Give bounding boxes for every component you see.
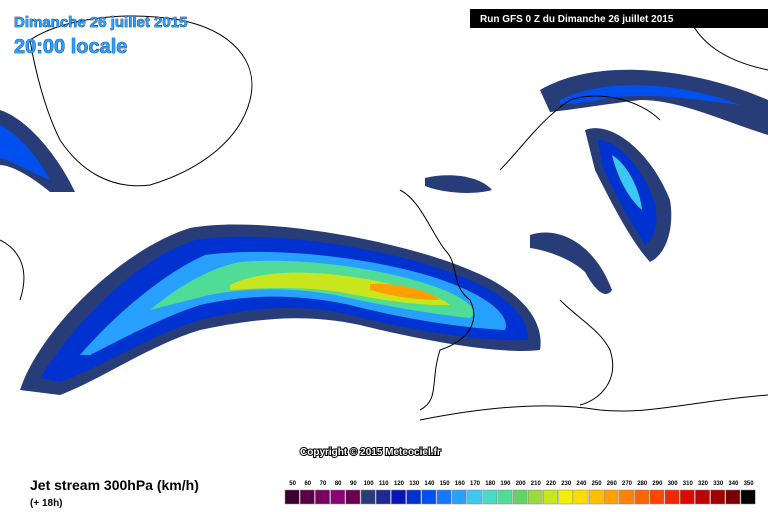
legend-swatch [603, 489, 619, 505]
legend-label: 60 [304, 481, 311, 487]
date-title: Dimanche 26 juillet 2015 [14, 14, 187, 31]
legend-swatch [497, 489, 513, 505]
legend-label: 70 [320, 481, 327, 487]
copyright: Copyright © 2015 Meteociel.fr [300, 447, 441, 458]
footer-lead: (+ 18h) [30, 498, 63, 509]
run-label: Run GFS 0 Z du Dimanche 26 juillet 2015 [480, 14, 674, 25]
legend-label: 260 [607, 481, 618, 487]
legend-label: 310 [683, 481, 694, 487]
legend-swatch [512, 489, 528, 505]
legend-swatch [725, 489, 741, 505]
legend-swatch [619, 489, 634, 505]
legend-label: 270 [622, 481, 633, 487]
legend-swatch [588, 489, 604, 505]
legend-label: 250 [592, 481, 603, 487]
legend-swatch [360, 489, 376, 505]
legend-swatch [710, 489, 726, 505]
legend-swatch [543, 489, 558, 505]
legend-swatch [330, 489, 346, 505]
legend-label: 160 [455, 481, 466, 487]
run-box [470, 9, 768, 28]
legend-swatch [421, 489, 437, 505]
legend-label: 320 [698, 481, 709, 487]
jet-stream [0, 69, 768, 395]
legend-label: 240 [576, 481, 587, 487]
legend-label: 340 [728, 481, 739, 487]
legend-swatch [345, 489, 361, 505]
legend-swatch [284, 489, 300, 505]
coastlines [0, 15, 768, 421]
legend-label: 130 [409, 481, 420, 487]
legend-label: 300 [668, 481, 679, 487]
legend-swatch [467, 489, 482, 505]
legend-label: 80 [335, 481, 342, 487]
legend-swatch [634, 489, 650, 505]
legend-swatch [695, 489, 710, 505]
legend-label: 150 [440, 481, 451, 487]
legend-label: 220 [546, 481, 557, 487]
legend-label: 290 [652, 481, 663, 487]
legend-label: 120 [394, 481, 405, 487]
legend-swatch [451, 489, 467, 505]
legend-label: 110 [379, 481, 389, 487]
legend-label: 200 [516, 481, 527, 487]
legend-label: 280 [637, 481, 648, 487]
legend-swatch [391, 489, 406, 505]
legend-swatch [482, 489, 498, 505]
legend-label: 190 [500, 481, 511, 487]
time-title: 20:00 locale [14, 36, 127, 58]
legend-label: 180 [485, 481, 496, 487]
legend-swatch [558, 489, 574, 505]
legend-swatch [649, 489, 665, 505]
legend-label: 210 [531, 481, 542, 487]
legend-label: 140 [424, 481, 435, 487]
footer-title: Jet stream 300hPa (km/h) [30, 477, 199, 493]
legend-swatch [315, 489, 330, 505]
legend-label: 90 [350, 481, 357, 487]
legend-label: 350 [744, 481, 755, 487]
legend-swatch [740, 489, 756, 505]
legend-swatch [664, 489, 680, 505]
legend-swatch [679, 489, 695, 505]
legend: 50 60 70 80 90 100 110 120 130 140 150 160 170 180 190… [284, 481, 756, 505]
legend-label: 230 [561, 481, 572, 487]
legend-swatch [406, 489, 422, 505]
legend-swatch [436, 489, 452, 505]
legend-label: 170 [470, 481, 481, 487]
legend-label: 50 [289, 481, 296, 487]
legend-swatch [573, 489, 589, 505]
legend-swatch [527, 489, 543, 505]
legend-label: 330 [713, 481, 724, 487]
legend-swatch [299, 489, 315, 505]
legend-label: 100 [364, 481, 375, 487]
legend-swatch [375, 489, 391, 505]
